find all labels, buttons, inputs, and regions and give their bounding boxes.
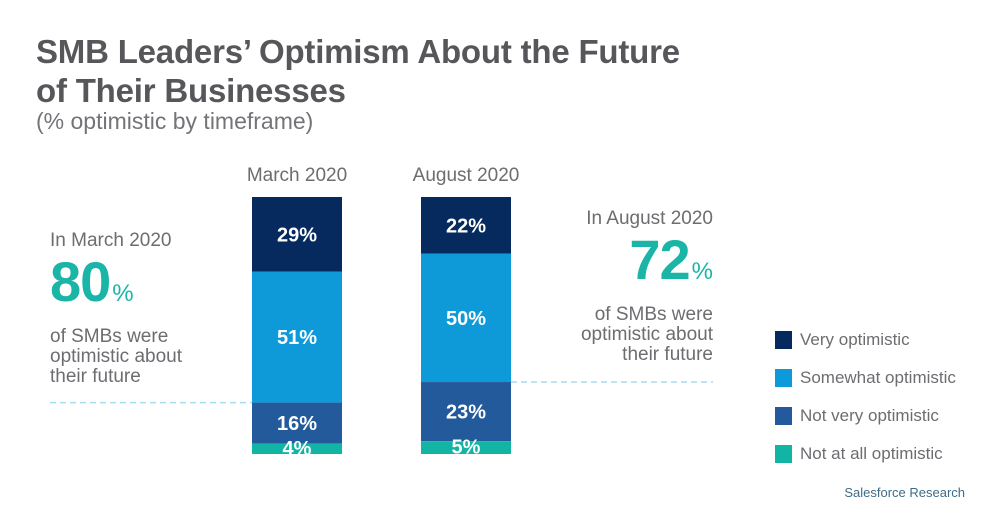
legend-item-somewhat-optimistic: Somewhat optimistic [775, 359, 956, 397]
annotation-march-value: 80% [50, 253, 182, 323]
data-label-august-2020-very-optimistic: 22% [446, 215, 486, 237]
legend-label: Very optimistic [800, 330, 910, 349]
annotation-march-unit: % [112, 280, 134, 307]
annotation-march-desc-line: of SMBs were [50, 326, 169, 347]
data-label-march-2020-not-at-all-optimistic: 4% [283, 438, 312, 460]
bar-segment-march-2020-not-very-optimistic [252, 402, 342, 444]
legend-label: Not very optimistic [800, 406, 939, 425]
annotation-march-number: 80 [50, 250, 111, 313]
category-label-august-2020: August 2020 [413, 165, 520, 186]
legend-label: Not at all optimistic [800, 444, 943, 463]
annotation-august-lead: In August 2020 [586, 208, 713, 229]
data-label-march-2020-very-optimistic: 29% [277, 224, 317, 246]
chart-title: SMB Leaders’ Optimism About the Future o… [36, 32, 680, 110]
data-label-august-2020-not-at-all-optimistic: 5% [452, 437, 481, 459]
legend-item-not-very-optimistic: Not very optimistic [775, 397, 956, 435]
legend-item-not-at-all-optimistic: Not at all optimistic [775, 435, 956, 473]
legend-swatch-not-at-all-optimistic [775, 445, 792, 463]
data-label-august-2020-somewhat-optimistic: 50% [446, 308, 486, 330]
annotation-august-desc-line: their future [622, 344, 713, 365]
legend-item-very-optimistic: Very optimistic [775, 321, 956, 359]
annotation-august-desc-line: of SMBs were [594, 304, 713, 325]
bar-segment-march-2020-not-at-all-optimistic [252, 443, 342, 454]
annotation-march-lead: In March 2020 [50, 230, 172, 251]
annotation-august: In August 2020 72% of SMBs were optimist… [581, 209, 713, 365]
annotation-march-desc-line: optimistic about [50, 346, 183, 367]
source-credit: Salesforce Research [844, 485, 965, 500]
data-label-march-2020-not-very-optimistic: 16% [277, 413, 317, 435]
annotation-march-description: of SMBs were optimistic about their futu… [50, 327, 182, 387]
annotation-august-desc-line: optimistic about [580, 324, 713, 345]
data-label-march-2020-somewhat-optimistic: 51% [277, 327, 317, 349]
legend-swatch-somewhat-optimistic [775, 369, 792, 387]
annotation-march: In March 2020 80% of SMBs were optimisti… [50, 231, 182, 387]
bar-segment-august-2020-very-optimistic [421, 197, 511, 254]
legend-label: Somewhat optimistic [800, 368, 956, 387]
bar-segment-march-2020-somewhat-optimistic [252, 271, 342, 403]
bar-segment-august-2020-somewhat-optimistic [421, 253, 511, 383]
chart-subtitle: (% optimistic by timeframe) [36, 108, 314, 134]
legend: Very optimistic Somewhat optimistic Not … [775, 321, 956, 473]
legend-swatch-not-very-optimistic [775, 407, 792, 425]
chart-title-line-2: of Their Businesses [36, 72, 346, 109]
chart-title-line-1: SMB Leaders’ Optimism About the Future [36, 33, 680, 70]
bar-segment-march-2020-very-optimistic [252, 197, 342, 272]
bar-segment-august-2020-not-at-all-optimistic [421, 441, 511, 454]
annotation-august-unit: % [691, 258, 713, 285]
category-label-march-2020: March 2020 [247, 165, 347, 186]
annotation-august-value: 72% [581, 231, 713, 301]
annotation-august-description: of SMBs were optimistic about their futu… [581, 305, 713, 365]
annotation-march-desc-line: their future [50, 366, 141, 387]
legend-swatch-very-optimistic [775, 331, 792, 349]
bar-segment-august-2020-not-very-optimistic [421, 382, 511, 442]
data-label-august-2020-not-very-optimistic: 23% [446, 402, 486, 424]
annotation-august-number: 72 [629, 228, 690, 291]
